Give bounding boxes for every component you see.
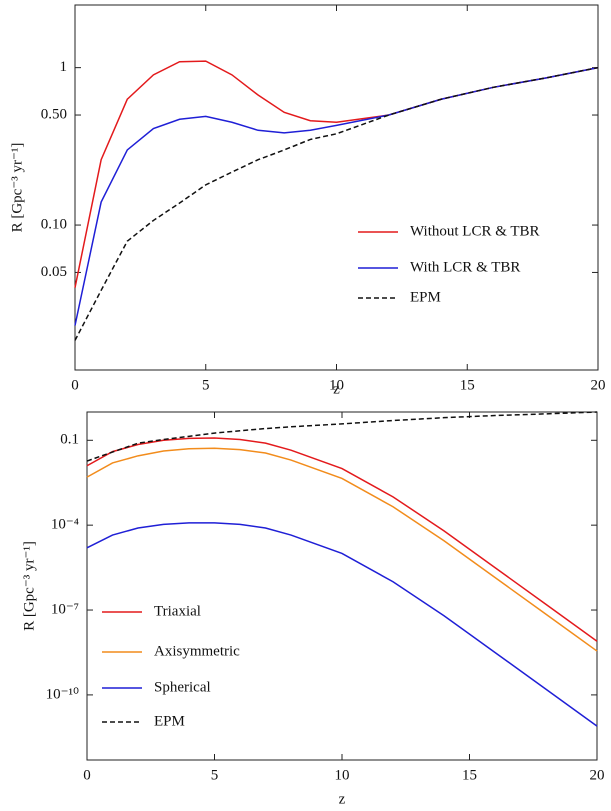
legend-label: EPM xyxy=(410,289,441,305)
x-tick-label: 15 xyxy=(460,377,475,393)
x-tick-label: 10 xyxy=(335,767,350,783)
series-line xyxy=(74,60,599,288)
x-tick-label: 15 xyxy=(462,767,477,783)
series-line xyxy=(74,66,599,341)
plot-frame xyxy=(74,4,599,371)
x-tick-label: 5 xyxy=(211,767,219,783)
x-tick-label: 20 xyxy=(591,377,606,393)
y-tick-label: 0.10 xyxy=(41,216,67,232)
series-line xyxy=(74,66,599,326)
legend-label: With LCR & TBR xyxy=(410,259,520,275)
y-tick-label: 0.05 xyxy=(41,264,67,280)
series-line xyxy=(86,411,598,462)
legend-label: Spherical xyxy=(154,679,211,695)
series-line xyxy=(86,437,598,642)
legend-label: Axisymmetric xyxy=(154,643,240,659)
x-tick-label: 0 xyxy=(71,377,79,393)
y-tick-label: 10⁻⁷ xyxy=(51,601,79,617)
y-tick-label: 10⁻⁴ xyxy=(51,517,79,533)
y-tick-label: 10⁻¹⁰ xyxy=(46,686,79,702)
legend-label: Without LCR & TBR xyxy=(410,223,540,239)
x-tick-label: 10 xyxy=(329,377,344,393)
y-tick-label: 0.50 xyxy=(41,106,67,122)
x-tick-label: 0 xyxy=(83,767,91,783)
series-line xyxy=(86,522,598,727)
x-axis-label: z xyxy=(333,381,340,397)
series-line xyxy=(86,447,598,652)
y-axis-label: R [Gpc⁻³ yr⁻¹] xyxy=(9,143,25,233)
y-axis-label: R [Gpc⁻³ yr⁻¹] xyxy=(21,541,37,631)
x-axis-label: z xyxy=(339,791,346,807)
x-tick-label: 20 xyxy=(590,767,605,783)
legend-label: EPM xyxy=(154,713,185,729)
y-tick-label: 0.1 xyxy=(60,432,79,448)
y-tick-label: 1 xyxy=(60,59,68,75)
x-tick-label: 5 xyxy=(202,377,210,393)
legend-label: Triaxial xyxy=(154,603,201,619)
